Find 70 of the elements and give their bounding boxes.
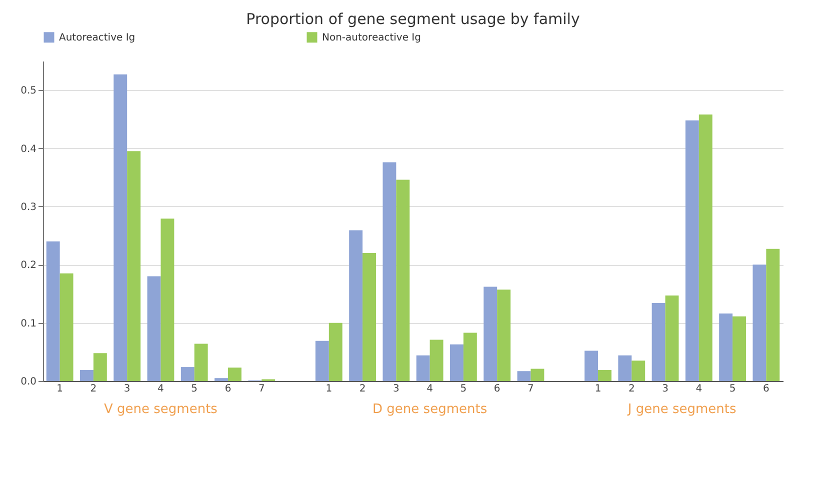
bar	[349, 230, 363, 381]
y-tick-label: 0.2	[20, 260, 36, 272]
x-tick-label: 7	[528, 384, 534, 394]
x-tick-label: 6	[494, 384, 500, 394]
y-tick-label: 0.0	[20, 376, 36, 388]
bar	[127, 151, 141, 381]
bar	[497, 290, 511, 381]
bar	[93, 353, 107, 381]
bar	[382, 162, 396, 381]
bar	[732, 316, 746, 381]
x-tick-label: 1	[594, 384, 602, 394]
text: J gene segments	[626, 402, 737, 417]
x-tick-label: 2	[628, 384, 635, 394]
bar	[160, 218, 174, 381]
x-tick-label: 5	[460, 384, 467, 394]
bar	[598, 370, 612, 381]
x-tick-label: 4	[426, 384, 434, 394]
bar	[766, 248, 780, 381]
bar	[719, 314, 733, 381]
text: D gene segments	[372, 402, 488, 417]
bar	[416, 355, 430, 381]
bar	[80, 370, 94, 381]
bar	[430, 340, 444, 381]
bar	[315, 340, 329, 381]
bar	[114, 74, 128, 381]
bar	[328, 322, 342, 381]
bar	[530, 368, 544, 381]
bar	[517, 371, 531, 381]
bar	[396, 180, 410, 381]
x-tick-label: 1	[326, 384, 332, 394]
bar	[685, 120, 699, 381]
bar	[752, 264, 766, 381]
bar	[652, 303, 666, 381]
x-tick-label: 4	[696, 384, 702, 394]
x-tick-label: 2	[90, 384, 97, 394]
bar	[147, 276, 161, 381]
x-tick-label: 5	[729, 384, 736, 394]
bar	[463, 332, 477, 381]
bar	[632, 360, 646, 381]
bar	[584, 350, 598, 381]
chart-title: Proportion of gene segment usage by family	[246, 10, 580, 28]
x-tick-label: 1	[56, 384, 64, 394]
x-tick-label: 5	[191, 384, 198, 394]
bar	[362, 253, 376, 381]
bar	[60, 273, 74, 381]
bar	[698, 114, 712, 381]
bar	[228, 368, 242, 381]
bar	[194, 344, 208, 381]
x-tick-label: 2	[359, 384, 366, 394]
bar	[484, 286, 498, 381]
bar	[618, 355, 632, 381]
y-tick-label: 0.1	[20, 318, 36, 330]
legend-label: Autoreactive Ig	[59, 32, 136, 44]
x-tick-label: 3	[124, 384, 130, 394]
x-tick-label: 3	[662, 384, 668, 394]
x-tick-label: 4	[158, 384, 164, 394]
x-tick-label: 7	[258, 384, 265, 394]
text: V gene segments	[104, 402, 218, 417]
bar	[665, 295, 679, 381]
x-tick-label: 6	[762, 384, 770, 394]
bar	[214, 378, 228, 381]
bar	[46, 241, 60, 381]
y-tick-label: 0.4	[20, 144, 36, 155]
x-tick-label: 3	[392, 384, 400, 394]
bar	[180, 367, 194, 381]
x-tick-label: 6	[224, 384, 232, 394]
y-tick-label: 0.5	[20, 86, 36, 97]
y-tick-label: 0.3	[20, 202, 36, 213]
bar	[450, 344, 464, 381]
legend-label: Non-autoreactive Ig	[322, 32, 421, 44]
